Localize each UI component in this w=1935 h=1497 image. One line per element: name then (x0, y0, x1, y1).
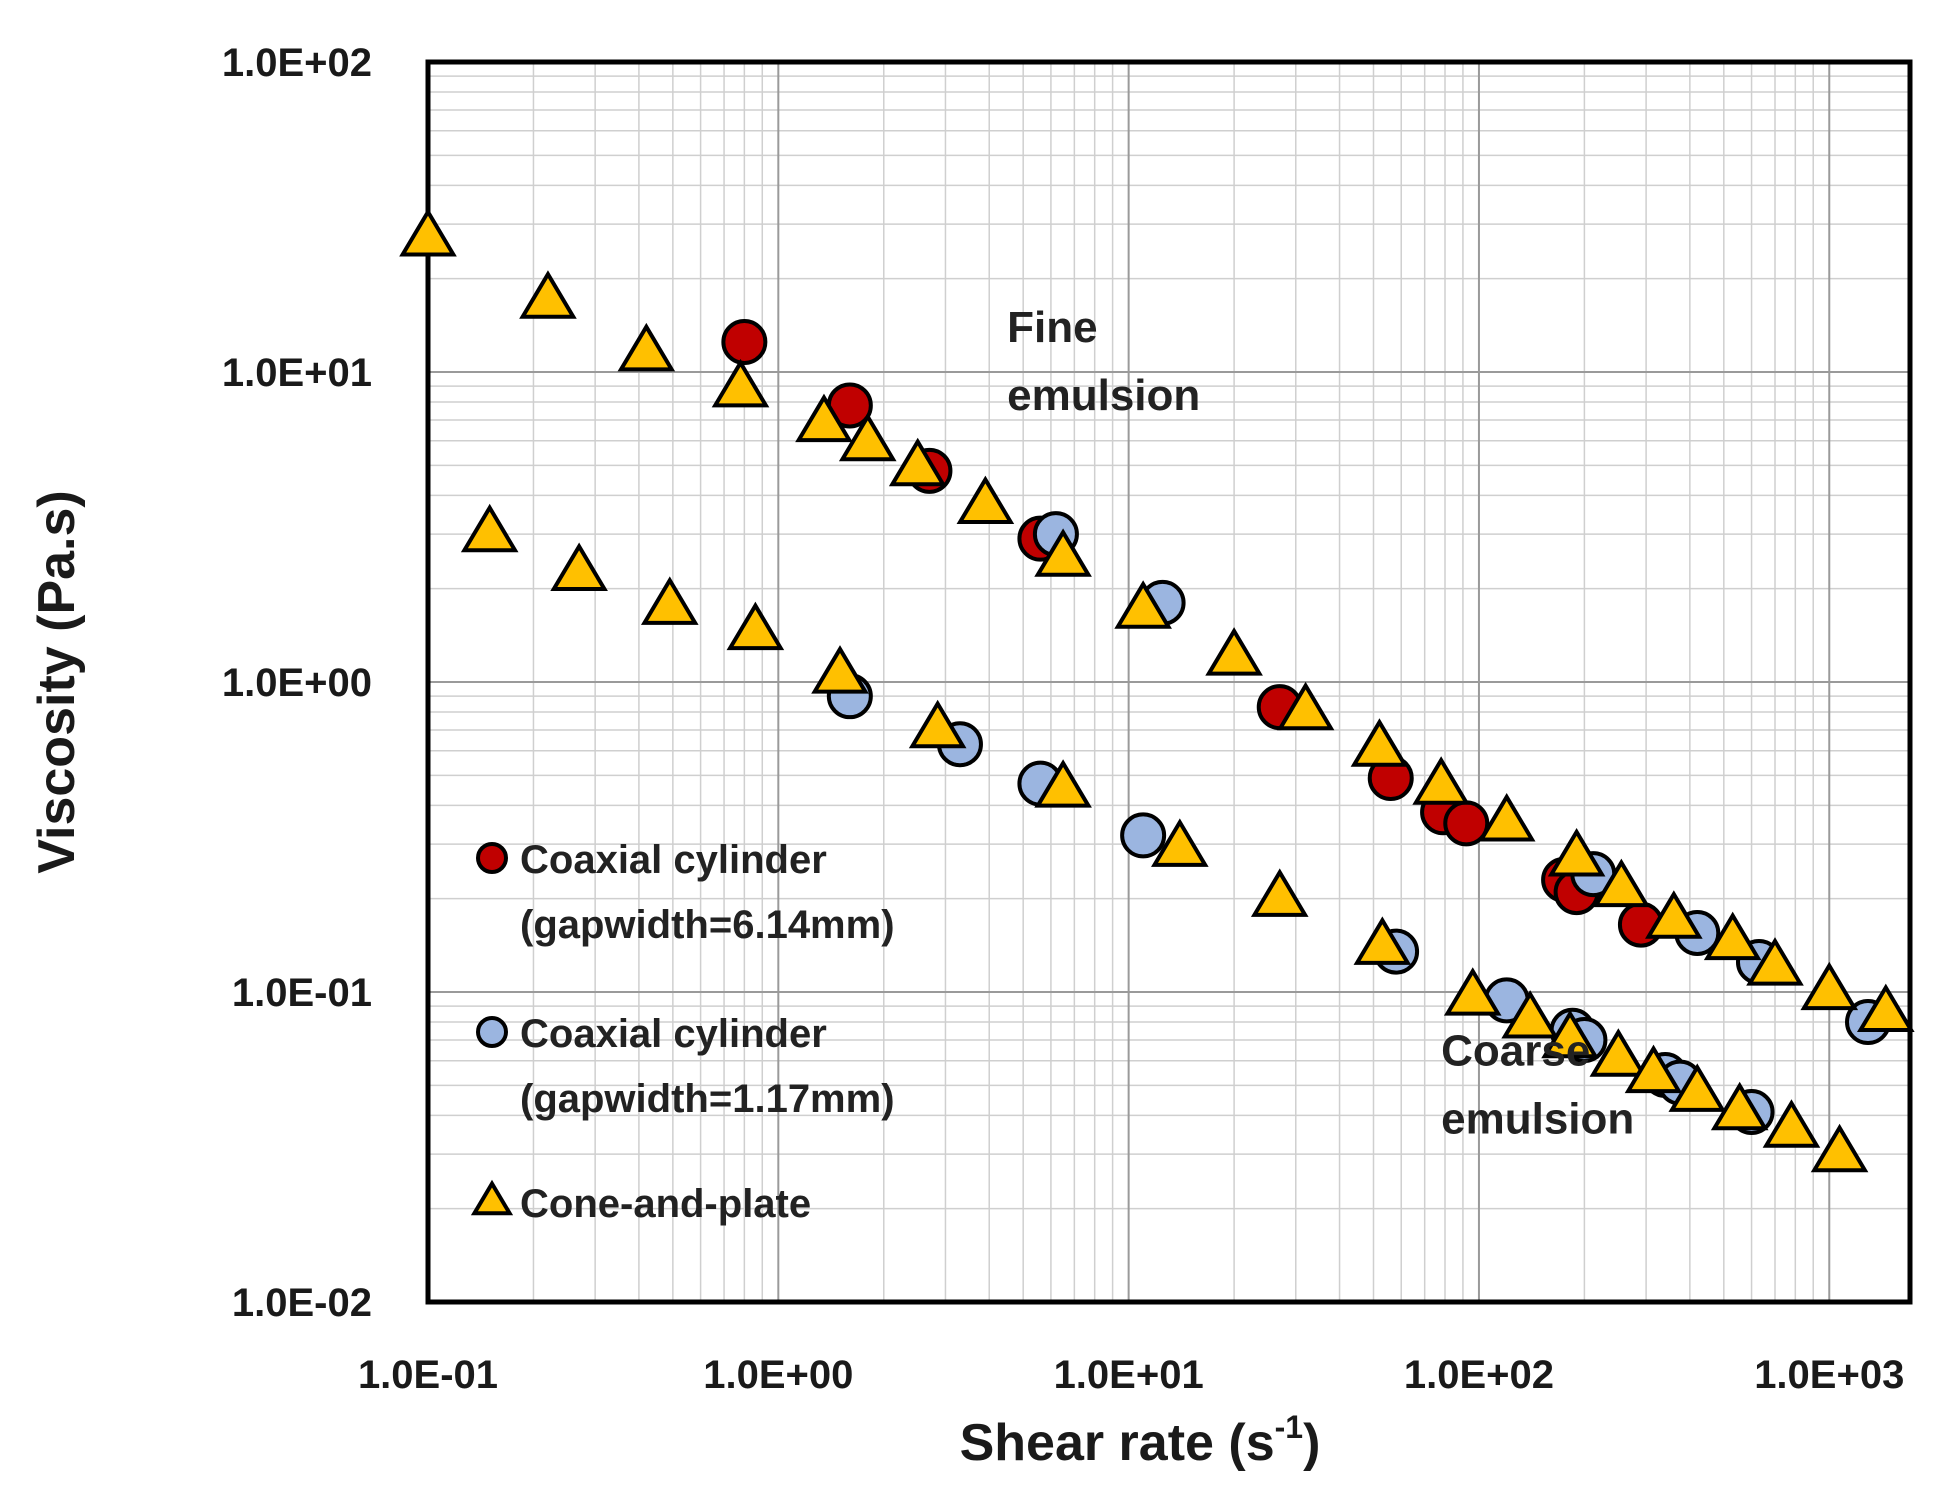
x-tick-label: 1.0E+03 (1754, 1353, 1904, 1397)
plot-area-frame (425, 59, 1913, 1305)
y-tick-label: 1.0E+01 (222, 351, 372, 395)
data-point (1501, 990, 1559, 1039)
legend: Coaxial cylinder(gapwidth=6.14mm)Coaxial… (470, 838, 895, 1226)
data-point (1762, 1099, 1821, 1148)
data-points (399, 207, 1915, 1173)
y-axis-title: Viscosity (Pa.s) (28, 490, 86, 873)
data-point (1645, 890, 1703, 939)
legend-entry: Cone-and-plate (470, 1179, 811, 1226)
data-point (1810, 1123, 1869, 1173)
data-point (838, 412, 897, 462)
data-point (1541, 1009, 1599, 1059)
data-point (711, 358, 770, 408)
x-tick-label: 1.0E+01 (1054, 1353, 1204, 1397)
data-point (617, 322, 676, 372)
data-point (640, 576, 699, 625)
y-tick-labels: 1.0E-02 1.0E-01 1.0E+00 1.0E+01 1.0E+02 (222, 41, 372, 1325)
y-tick-label: 1.0E+00 (222, 661, 372, 705)
x-tick-label: 1.0E-01 (358, 1353, 498, 1397)
legend-marker (476, 1016, 508, 1048)
data-point (1800, 961, 1859, 1011)
y-tick-label: 1.0E-02 (232, 1281, 372, 1325)
legend-entry: Coaxial cylinder (gapwidth=1.17mm) (476, 1012, 895, 1121)
series-3 (399, 207, 1915, 1173)
data-point (721, 318, 768, 365)
data-point (1114, 580, 1172, 629)
data-point (550, 542, 608, 591)
legend-marker (476, 842, 508, 874)
data-point (399, 207, 457, 257)
data-point (1592, 858, 1651, 908)
y-tick-label: 1.0E-01 (232, 971, 372, 1015)
legend-label: Coaxial cylinder (520, 1012, 827, 1056)
data-point (1856, 983, 1915, 1033)
data-point (888, 437, 947, 487)
legend-marker (470, 1179, 514, 1216)
data-point (1443, 967, 1502, 1016)
data-point (1624, 1044, 1683, 1094)
x-tick-label: 1.0E+02 (1404, 1353, 1554, 1397)
data-point (1547, 827, 1606, 877)
x-tick-label: 1.0E+00 (703, 1353, 853, 1397)
y-tick-label: 1.0E+02 (222, 41, 372, 85)
annotation-label: emulsion (1441, 1094, 1634, 1143)
data-point (956, 475, 1015, 525)
data-point (1151, 818, 1209, 867)
data-point (1250, 868, 1309, 917)
annotation-label: Fine (1007, 303, 1097, 352)
data-point (460, 503, 519, 553)
data-point (908, 699, 967, 749)
x-axis-title: Shear rate (s-1) (960, 1409, 1321, 1472)
data-point (519, 270, 577, 319)
legend-label: (gapwidth=1.17mm) (520, 1077, 895, 1121)
annotation-label: Coarse (1441, 1026, 1590, 1075)
annotations: Fine emulsion Coarse emulsion (1007, 303, 1634, 1143)
data-point (1205, 627, 1263, 676)
legend-label: Cone-and-plate (520, 1182, 811, 1226)
data-point (1120, 812, 1167, 859)
data-point (1703, 911, 1762, 961)
data-point (1710, 1081, 1769, 1131)
data-point (726, 601, 785, 651)
data-point (1276, 681, 1335, 731)
data-point (1746, 937, 1804, 986)
data-point (795, 393, 853, 443)
data-point (1477, 793, 1536, 842)
data-point (1353, 916, 1412, 965)
data-point (1350, 718, 1409, 767)
data-point (1589, 1028, 1648, 1077)
legend-label: (gapwidth=6.14mm) (520, 903, 895, 947)
annotation-label: emulsion (1007, 371, 1200, 420)
x-tick-labels: 1.0E-01 1.0E+00 1.0E+01 1.0E+02 1.0E+03 (358, 1353, 1904, 1397)
legend-entry: Coaxial cylinder (gapwidth=6.14mm) (476, 838, 895, 947)
data-point (1412, 756, 1470, 805)
data-point (1034, 528, 1092, 577)
data-point (811, 645, 869, 694)
data-point (1034, 759, 1092, 808)
legend-label: Coaxial cylinder (520, 838, 827, 882)
data-point (1668, 1063, 1727, 1112)
